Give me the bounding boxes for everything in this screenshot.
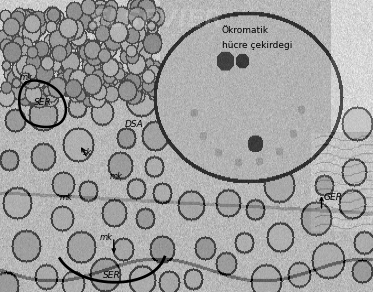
Text: SER: SER: [103, 272, 121, 280]
Text: hücre çekirdegi: hücre çekirdegi: [222, 41, 292, 50]
Text: Ökromatik: Ökromatik: [222, 26, 269, 35]
Text: sk: sk: [83, 148, 92, 157]
Text: mk: mk: [60, 193, 73, 201]
Text: ELSEVIER: ELSEVIER: [90, 8, 223, 32]
Text: SER: SER: [34, 98, 52, 107]
Text: DSA: DSA: [125, 121, 144, 129]
Text: mk: mk: [110, 172, 123, 181]
Text: mk: mk: [100, 234, 113, 242]
Text: mk: mk: [19, 73, 32, 82]
Text: GER: GER: [324, 193, 343, 201]
